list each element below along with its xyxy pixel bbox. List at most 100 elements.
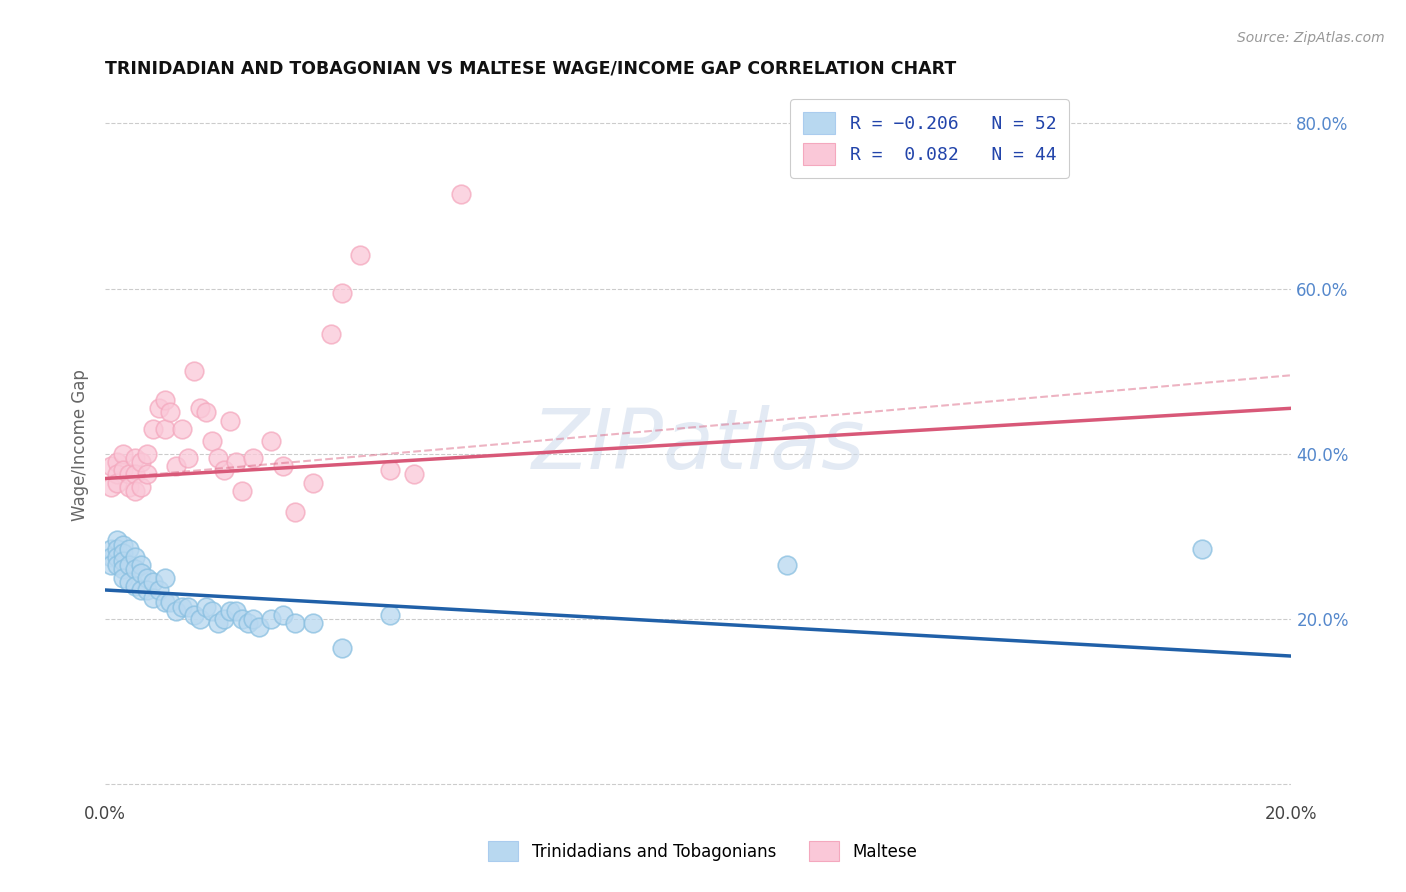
Point [111, 447, 134, 461]
Point [242, 612, 264, 626]
Point [183, 607, 205, 622]
Point [135, 582, 157, 597]
Legend: R = −0.206   N = 52, R =  0.082   N = 44: R = −0.206 N = 52, R = 0.082 N = 44 [790, 99, 1069, 178]
Point [301, 475, 323, 490]
Point [105, 533, 128, 548]
Point [129, 480, 152, 494]
Point [100, 549, 122, 564]
Point [402, 467, 425, 482]
Point [301, 615, 323, 630]
Point [153, 571, 176, 585]
Point [129, 566, 152, 581]
Point [332, 640, 354, 655]
Point [207, 615, 229, 630]
Point [225, 604, 247, 618]
Point [172, 599, 194, 614]
Point [284, 615, 307, 630]
Point [124, 467, 146, 482]
Point [218, 604, 240, 618]
Point [165, 604, 187, 618]
Point [118, 480, 141, 494]
Point [207, 450, 229, 465]
Point [159, 405, 181, 419]
Point [271, 459, 294, 474]
Point [118, 541, 141, 556]
Point [349, 248, 371, 262]
Point [212, 612, 235, 626]
Point [100, 459, 122, 474]
Point [153, 595, 176, 609]
Point [118, 467, 141, 482]
Point [105, 558, 128, 573]
Point [177, 450, 200, 465]
Point [242, 450, 264, 465]
Point [188, 401, 211, 416]
Point [111, 554, 134, 568]
Point [450, 186, 472, 201]
Point [332, 285, 354, 300]
Text: ZIPatlas: ZIPatlas [531, 405, 865, 486]
Point [153, 392, 176, 407]
Y-axis label: Wage/Income Gap: Wage/Income Gap [72, 369, 89, 522]
Point [129, 455, 152, 469]
Point [118, 558, 141, 573]
Point [100, 558, 122, 573]
Point [105, 475, 128, 490]
Point [148, 401, 170, 416]
Point [201, 604, 224, 618]
Point [105, 467, 128, 482]
Point [172, 422, 194, 436]
Point [249, 620, 271, 634]
Point [188, 612, 211, 626]
Point [111, 571, 134, 585]
Point [236, 615, 259, 630]
Point [225, 455, 247, 469]
Text: TRINIDADIAN AND TOBAGONIAN VS MALTESE WAGE/INCOME GAP CORRELATION CHART: TRINIDADIAN AND TOBAGONIAN VS MALTESE WA… [105, 60, 956, 78]
Point [183, 364, 205, 378]
Point [378, 463, 401, 477]
Point [201, 434, 224, 449]
Point [124, 562, 146, 576]
Point [100, 480, 122, 494]
Point [148, 582, 170, 597]
Point [284, 504, 307, 518]
Point [260, 612, 283, 626]
Point [100, 541, 122, 556]
Point [124, 483, 146, 498]
Point [195, 405, 218, 419]
Point [142, 574, 165, 589]
Point [135, 467, 157, 482]
Point [124, 579, 146, 593]
Point [319, 326, 342, 341]
Point [124, 450, 146, 465]
Point [129, 582, 152, 597]
Point [105, 455, 128, 469]
Point [218, 414, 240, 428]
Point [105, 549, 128, 564]
Point [177, 599, 200, 614]
Point [129, 558, 152, 573]
Point [271, 607, 294, 622]
Point [111, 463, 134, 477]
Point [105, 541, 128, 556]
Point [195, 599, 218, 614]
Point [124, 549, 146, 564]
Point [212, 463, 235, 477]
Point [378, 607, 401, 622]
Text: Source: ZipAtlas.com: Source: ZipAtlas.com [1237, 31, 1385, 45]
Point [135, 571, 157, 585]
Point [260, 434, 283, 449]
Point [118, 574, 141, 589]
Point [111, 546, 134, 560]
Point [111, 537, 134, 551]
Point [1191, 541, 1213, 556]
Point [231, 483, 253, 498]
Point [231, 612, 253, 626]
Legend: Trinidadians and Tobagonians, Maltese: Trinidadians and Tobagonians, Maltese [475, 828, 931, 875]
Point [153, 422, 176, 436]
Point [776, 558, 799, 573]
Point [142, 591, 165, 606]
Point [135, 447, 157, 461]
Point [142, 422, 165, 436]
Point [165, 459, 187, 474]
